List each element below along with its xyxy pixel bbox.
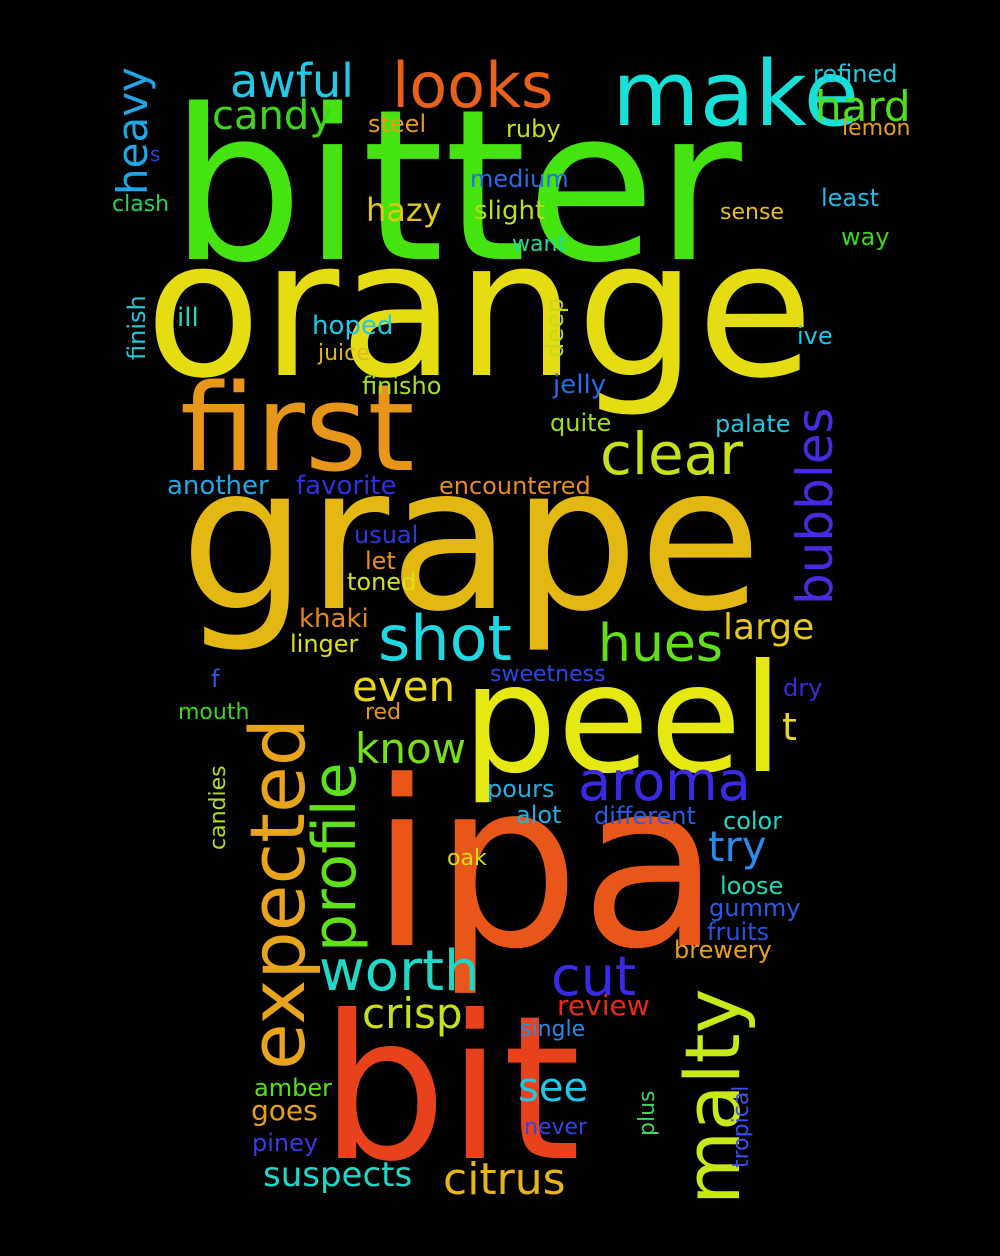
word-gummy: gummy [709, 894, 801, 922]
word-finisho: finisho [362, 372, 442, 400]
word-dry: dry [783, 674, 823, 702]
word-sweetness: sweetness [490, 662, 606, 687]
word-encountered: encountered [439, 472, 591, 500]
word-color: color [723, 807, 783, 835]
word-deep: deep [541, 298, 569, 358]
word-see: see [518, 1065, 589, 1111]
word-different: different [594, 802, 696, 830]
word-steel: steel [368, 110, 427, 138]
word-candies: candies [206, 765, 231, 850]
word-try: try [708, 822, 767, 871]
word-let: let [365, 547, 396, 575]
word-sense: sense [720, 200, 784, 225]
word-know: know [355, 724, 466, 773]
word-oak: oak [447, 846, 487, 871]
word-ill: ill [177, 303, 199, 333]
word-loose: loose [720, 872, 784, 900]
word-shot: shot [378, 602, 512, 675]
word-refined: refined [813, 60, 898, 88]
word-hues: hues [598, 614, 723, 674]
word-aroma: aroma [578, 750, 751, 813]
word-favorite: favorite [296, 471, 397, 501]
word-bit: bit [320, 973, 581, 1206]
word-plus: plus [635, 1090, 660, 1136]
word-cut: cut [551, 945, 637, 1008]
word-never: never [524, 1115, 588, 1140]
word-large: large [723, 607, 815, 648]
word-grape: grape [180, 423, 762, 656]
word-first: first [180, 360, 415, 499]
word-khaki: khaki [299, 604, 369, 634]
word-clear: clear [600, 420, 744, 488]
word-usual: usual [354, 521, 419, 549]
word-hard: hard [815, 82, 911, 131]
word-s: s [150, 142, 161, 166]
word-review: review [557, 989, 650, 1022]
word-worth: worth [319, 939, 480, 1004]
word-suspects: suspects [263, 1155, 413, 1195]
word-orange: orange [145, 199, 814, 420]
word-slight: slight [474, 196, 546, 226]
word-ruby: ruby [506, 115, 561, 143]
word-ipa: ipa [370, 733, 721, 1000]
word-finish: finish [123, 295, 151, 360]
word-t: t [782, 705, 797, 749]
word-way: way [841, 223, 890, 251]
word-red: red [365, 700, 402, 725]
word-even: even [352, 662, 456, 711]
word-heavy: heavy [108, 67, 157, 195]
word-looks: looks [392, 49, 554, 122]
word-lemon: lemon [842, 116, 911, 141]
word-citrus: citrus [443, 1154, 566, 1205]
word-fruits: fruits [707, 918, 770, 946]
word-candy: candy [212, 93, 333, 139]
word-palate: palate [715, 410, 791, 438]
word-crisp: crisp [362, 989, 463, 1038]
word-toned: toned [347, 568, 417, 596]
word-peel: peel [462, 633, 784, 807]
word-another: another [167, 471, 269, 501]
word-pours: pours [487, 775, 555, 803]
word-hoped: hoped [312, 311, 394, 341]
word-jelly: jelly [553, 370, 607, 400]
word-clash: clash [112, 192, 170, 217]
word-bubbles: bubbles [786, 407, 844, 605]
word-want: want [512, 232, 567, 257]
word-alot: alot [516, 801, 562, 829]
word-mouth: mouth [178, 700, 250, 725]
word-least: least [821, 184, 880, 212]
word-medium: medium [470, 165, 569, 193]
word-profile: profile [300, 762, 370, 952]
word-hazy: hazy [366, 191, 442, 229]
word-f: f [211, 665, 220, 693]
word-quite: quite [550, 409, 612, 437]
word-awful: awful [230, 54, 354, 108]
word-juice: juice [318, 341, 370, 366]
word-linger: linger [290, 630, 359, 658]
word-bitter: bitter [170, 64, 742, 309]
word-tropical: tropical [729, 1085, 754, 1168]
word-piney: piney [252, 1129, 319, 1157]
word-make: make [612, 42, 860, 147]
word-amber: amber [254, 1074, 332, 1102]
word-single: single [520, 1017, 586, 1042]
word-goes: goes [251, 1094, 318, 1127]
word-ive: ive [797, 322, 833, 350]
word-brewery: brewery [674, 936, 772, 964]
